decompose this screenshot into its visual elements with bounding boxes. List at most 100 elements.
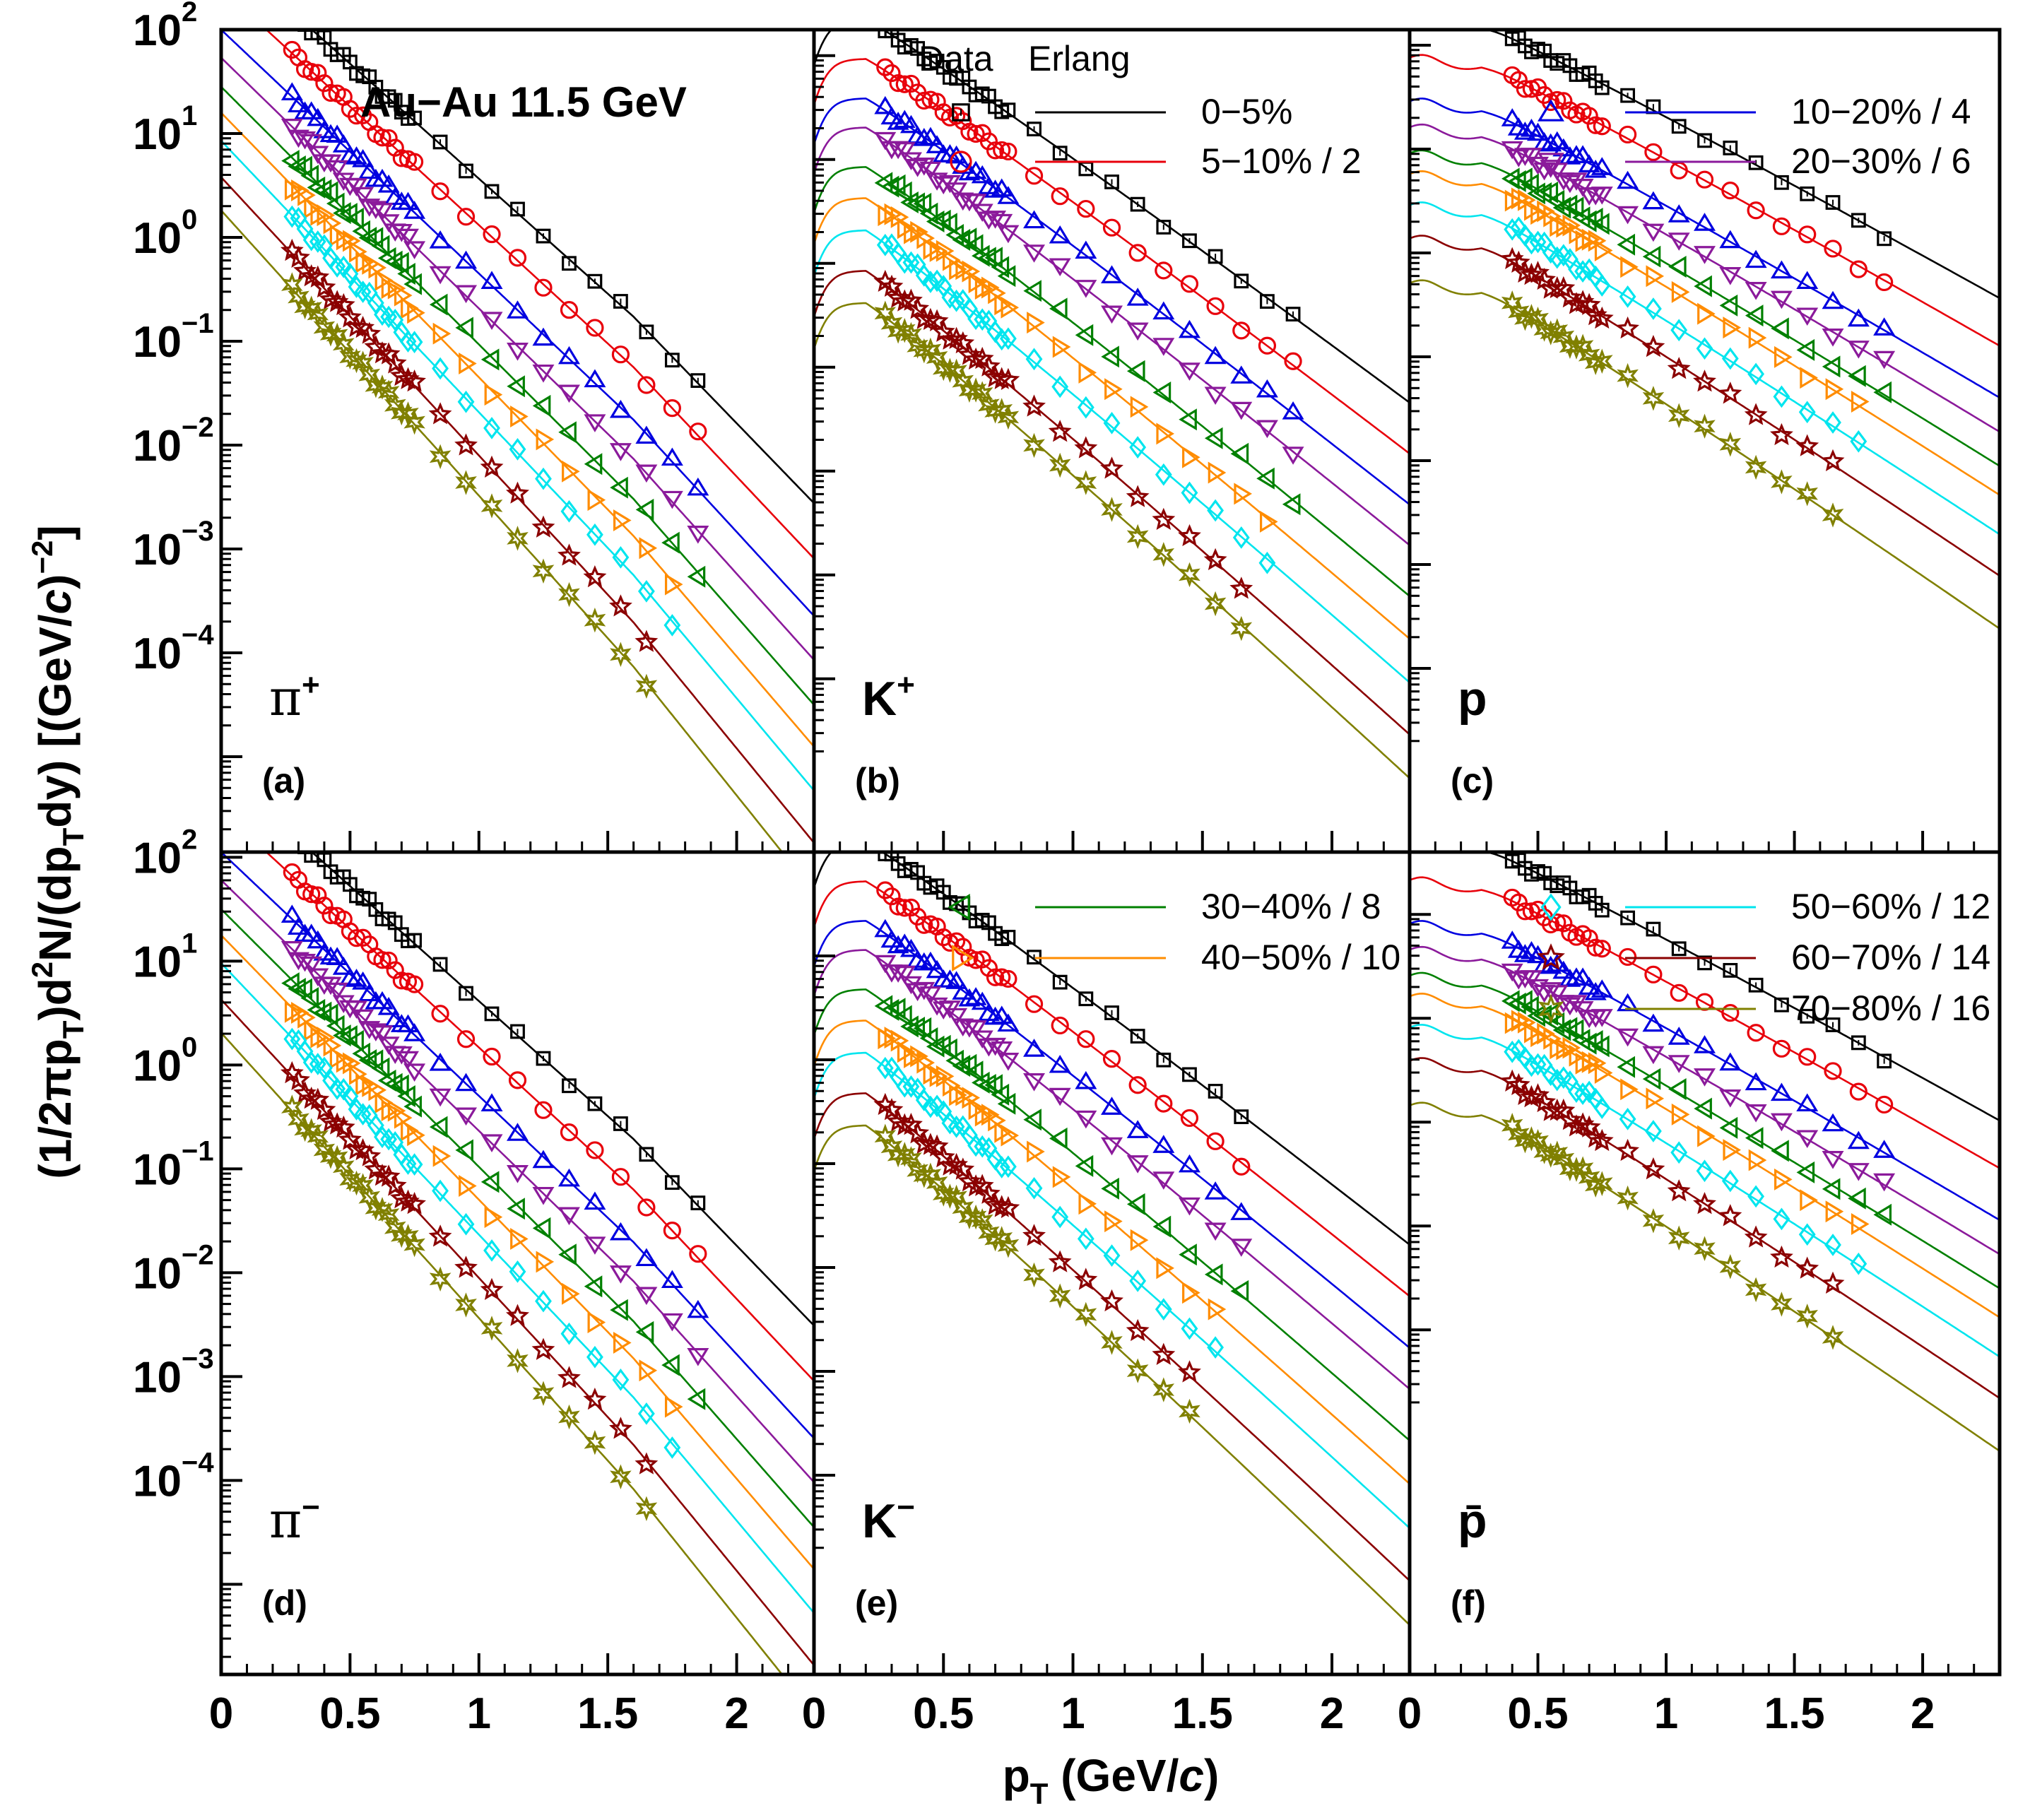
data-point bbox=[506, 1304, 529, 1326]
data-point bbox=[365, 1023, 387, 1042]
data-point bbox=[1773, 1207, 1790, 1231]
data-point bbox=[919, 307, 943, 330]
data-point bbox=[1642, 1208, 1665, 1234]
data-point bbox=[1234, 273, 1249, 289]
data-point bbox=[976, 354, 1001, 377]
data-point bbox=[1667, 357, 1691, 379]
data-point bbox=[403, 1063, 426, 1082]
panel-letter: (a) bbox=[262, 761, 305, 800]
data-point bbox=[661, 1313, 683, 1332]
legend-marker bbox=[1540, 893, 1562, 921]
legend-label: 5−10% / 2 bbox=[1201, 141, 1362, 181]
data-point bbox=[1796, 1161, 1815, 1183]
data-point bbox=[1501, 290, 1523, 316]
data-point bbox=[906, 297, 930, 319]
data-point bbox=[964, 347, 988, 370]
data-point bbox=[893, 966, 916, 984]
data-point bbox=[583, 565, 607, 588]
data-point bbox=[352, 220, 371, 242]
data-point bbox=[399, 330, 417, 353]
data-point bbox=[584, 1191, 606, 1210]
data-point bbox=[507, 1123, 529, 1141]
data-point bbox=[1744, 403, 1768, 425]
fit-curve-7 bbox=[1410, 1024, 2000, 1358]
data-point bbox=[1527, 979, 1550, 998]
y-tick-exponent: 2 bbox=[182, 0, 197, 28]
data-point bbox=[611, 345, 630, 364]
data-point bbox=[346, 1029, 364, 1052]
data-point bbox=[1104, 1005, 1119, 1020]
data-point bbox=[1696, 337, 1713, 360]
data-point bbox=[293, 7, 305, 20]
data-point bbox=[887, 998, 906, 1020]
data-point bbox=[889, 897, 907, 916]
data-point bbox=[562, 256, 577, 271]
data-point bbox=[1075, 1070, 1097, 1089]
data-point bbox=[1580, 107, 1598, 125]
data-point bbox=[407, 933, 422, 948]
data-point bbox=[326, 124, 348, 143]
data-point bbox=[1152, 338, 1175, 356]
data-point bbox=[1152, 301, 1175, 320]
data-point bbox=[1620, 88, 1635, 103]
data-point bbox=[354, 1103, 372, 1125]
data-point bbox=[1552, 1147, 1575, 1172]
data-point bbox=[887, 964, 909, 983]
fit-curve-6 bbox=[814, 197, 1410, 640]
x-title-close: ) bbox=[1204, 1750, 1219, 1801]
data-point bbox=[1152, 1377, 1175, 1402]
data-point bbox=[535, 467, 552, 490]
data-point bbox=[964, 234, 984, 256]
data-point bbox=[874, 918, 897, 938]
fit-curve-9 bbox=[1410, 279, 2000, 630]
data-point bbox=[1617, 206, 1639, 225]
data-point bbox=[509, 437, 526, 461]
data-point bbox=[480, 312, 503, 331]
data-point bbox=[346, 207, 364, 230]
data-point bbox=[1540, 160, 1562, 178]
data-point bbox=[1234, 1109, 1249, 1125]
y-tick-label: 10 bbox=[133, 1145, 182, 1194]
data-point bbox=[1745, 1072, 1767, 1091]
data-point bbox=[312, 275, 336, 298]
data-point bbox=[1693, 1192, 1716, 1215]
fit-curve-9 bbox=[814, 302, 1410, 779]
data-point bbox=[1800, 1008, 1815, 1024]
data-point bbox=[1206, 297, 1225, 315]
data-point bbox=[358, 321, 382, 344]
data-point bbox=[396, 191, 419, 211]
legend-marker bbox=[1538, 993, 1564, 1024]
data-point bbox=[1256, 420, 1278, 439]
data-point bbox=[1796, 271, 1819, 290]
fit-curve-7 bbox=[221, 962, 814, 1614]
data-point bbox=[689, 422, 707, 441]
data-point bbox=[1102, 1050, 1121, 1068]
data-point bbox=[902, 74, 921, 93]
data-point bbox=[1591, 1035, 1610, 1058]
data-point bbox=[484, 1006, 500, 1022]
data-point bbox=[587, 1311, 606, 1334]
fit-curve-5 bbox=[221, 86, 814, 706]
data-point bbox=[507, 1348, 529, 1373]
data-point bbox=[986, 968, 1005, 986]
data-point bbox=[560, 1123, 579, 1142]
data-point bbox=[1591, 979, 1613, 998]
data-point bbox=[1670, 319, 1688, 342]
y-axis-title: (1/2πpT)d2N/(dpTdy) [(GeV/c)−2] bbox=[25, 525, 90, 1178]
data-point bbox=[455, 1107, 478, 1126]
data-point bbox=[1545, 1098, 1569, 1121]
data-point bbox=[972, 1071, 990, 1094]
data-point bbox=[300, 165, 319, 187]
data-point bbox=[639, 324, 654, 340]
data-point bbox=[1179, 408, 1197, 431]
x-tick-label: 2 bbox=[1320, 1689, 1344, 1738]
data-point bbox=[1533, 182, 1552, 204]
data-point bbox=[945, 145, 968, 164]
data-point bbox=[1578, 1032, 1597, 1055]
data-point bbox=[1282, 493, 1301, 516]
data-point bbox=[584, 1275, 603, 1298]
data-point bbox=[1075, 280, 1097, 298]
data-point bbox=[958, 988, 981, 1007]
y-tick-label: 10 bbox=[133, 318, 182, 367]
data-point bbox=[1260, 294, 1275, 309]
